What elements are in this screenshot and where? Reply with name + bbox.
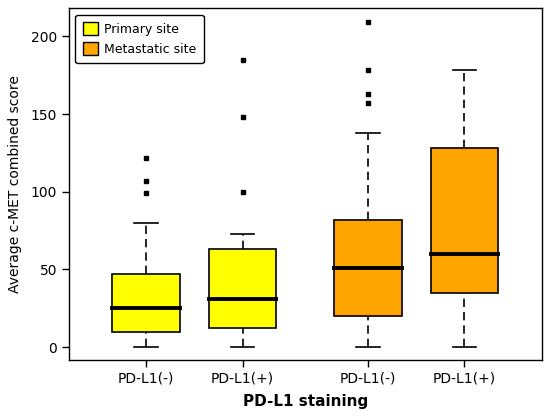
Y-axis label: Average c-MET combined score: Average c-MET combined score [8, 75, 23, 293]
Bar [431, 148, 498, 293]
Legend: Primary site, Metastatic site: Primary site, Metastatic site [75, 15, 204, 63]
Bar [334, 220, 402, 316]
X-axis label: PD-L1 staining: PD-L1 staining [243, 394, 368, 409]
Bar [209, 249, 276, 329]
Bar [112, 274, 180, 332]
